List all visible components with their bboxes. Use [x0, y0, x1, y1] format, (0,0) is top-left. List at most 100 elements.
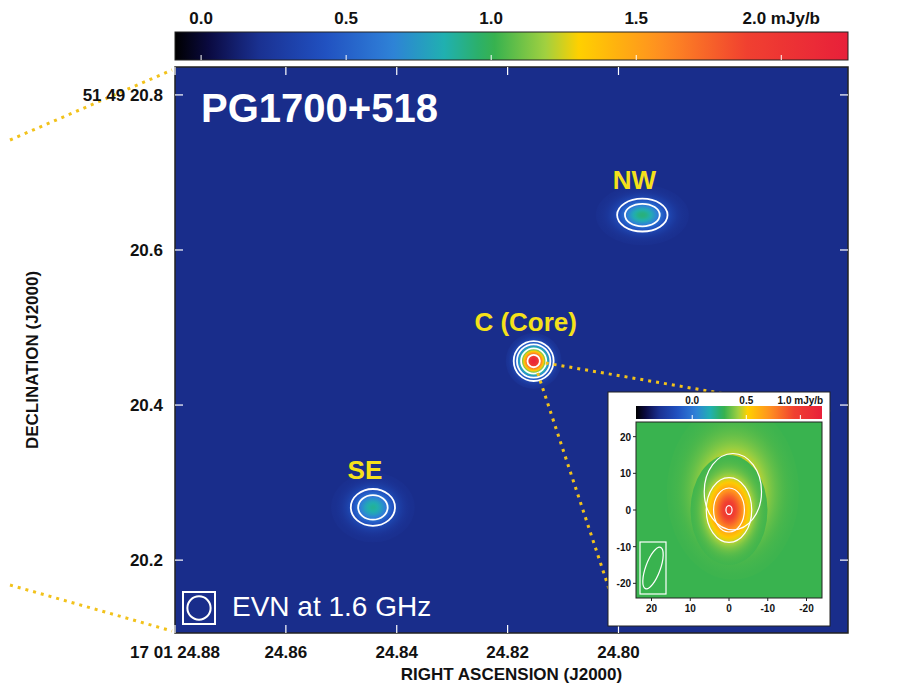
inset-x-tick-label: 20 [646, 603, 658, 614]
colorbar-tick-label: 0.5 [334, 9, 358, 28]
contour [514, 341, 554, 381]
inset-x-tick [729, 598, 730, 601]
contour [358, 495, 388, 520]
inset-y-tick-label: -10 [617, 542, 632, 553]
x-tick [507, 67, 508, 75]
inset-y-tick [633, 473, 636, 474]
title: PG1700+518 [201, 86, 438, 130]
inset-y-tick [633, 583, 636, 584]
x-tick [285, 625, 286, 633]
y-tick-label: 20.4 [130, 396, 164, 415]
source [506, 333, 562, 389]
source-label: C (Core) [474, 307, 577, 337]
x-tick [285, 67, 286, 75]
source-label: SE [348, 455, 383, 485]
x-tick [396, 67, 397, 75]
inset-contour [714, 488, 745, 532]
y-tick [840, 404, 848, 405]
inset-contour [706, 478, 751, 543]
plot-frame [175, 67, 848, 633]
inset-box [608, 392, 830, 626]
inset-y-tick-label: -20 [617, 578, 632, 589]
y-tick-label: 20.6 [130, 241, 163, 260]
beam [187, 596, 210, 619]
source-label: NW [613, 165, 657, 195]
inset-contour [726, 506, 732, 515]
contour [351, 489, 395, 526]
zoom-line [538, 373, 618, 616]
x-tick-label: 24.82 [486, 643, 529, 662]
colorbar-tick-label: 2.0 mJy/b [743, 9, 821, 28]
y-tick [175, 94, 183, 95]
inset-x-tick [767, 598, 768, 601]
inset-x-tick-label: -20 [799, 603, 814, 614]
x-tick [618, 67, 619, 75]
y-tick [175, 249, 183, 250]
zoom-line [10, 585, 172, 631]
y-axis-title: DECLINATION (J2000) [23, 271, 42, 449]
x-tick-label: 24.80 [597, 643, 640, 662]
inset-y-tick-label: 0 [625, 505, 631, 516]
x-axis-title: RIGHT ASCENSION (J2000) [401, 665, 622, 684]
x-tick [174, 67, 175, 75]
contour [517, 344, 550, 377]
inset-colorbar [636, 406, 822, 419]
y-tick-label: 51 49 20.8 [83, 86, 163, 105]
inset-x-tick-label: -10 [761, 603, 776, 614]
inset-colorbar-tick [800, 415, 801, 419]
inset-y-tick-label: 20 [620, 432, 632, 443]
inset-x-tick-label: 10 [685, 603, 697, 614]
inset-colorbar-tick-label: 0.0 [685, 395, 699, 406]
inset-component [691, 455, 768, 565]
inset-component [667, 422, 799, 580]
colorbar-tick-label: 1.0 [479, 9, 503, 28]
y-tick [840, 249, 848, 250]
x-tick-label: 24.86 [265, 643, 308, 662]
y-tick [840, 560, 848, 561]
inset-y-tick [633, 436, 636, 437]
y-tick [840, 94, 848, 95]
inset-x-tick-label: 0 [726, 603, 732, 614]
colorbar-tick [201, 55, 202, 60]
contour [521, 348, 546, 373]
contour [617, 199, 667, 232]
colorbar [175, 32, 848, 60]
inset-colorbar-tick [692, 415, 693, 419]
x-tick-label: 24.84 [375, 643, 418, 662]
x-tick [396, 625, 397, 633]
inset-plot-area [636, 422, 822, 598]
colorbar-tick-label: 1.5 [624, 9, 648, 28]
inset-colorbar-tick-label: 0.5 [739, 395, 753, 406]
beam-box [183, 592, 215, 624]
inset-beam [639, 545, 668, 591]
contour [625, 204, 660, 227]
inset-x-tick [806, 598, 807, 601]
inset-y-tick [633, 510, 636, 511]
colorbar-tick [346, 55, 347, 60]
x-tick [507, 625, 508, 633]
x-tick-label: 17 01 24.88 [130, 643, 220, 662]
plot-area [175, 67, 848, 633]
colorbar-tick [781, 55, 782, 60]
y-tick [175, 560, 183, 561]
y-tick-label: 20.2 [130, 551, 163, 570]
inset-colorbar-tick-label: 1.0 mJy/b [778, 395, 824, 406]
inset-colorbar-tick [746, 415, 747, 419]
zoom-line [546, 363, 830, 412]
colorbar-tick-label: 0.0 [189, 9, 213, 28]
inset-y-tick [633, 546, 636, 547]
chart: 0.0 0.5 1.0 1.5 2.0 mJy/b PG1700+518 EVN at 1.… [0, 0, 908, 688]
inset-x-tick [651, 598, 652, 601]
zoom-line [10, 70, 172, 140]
inset-x-tick [690, 598, 691, 601]
annotation: EVN at 1.6 GHz [232, 591, 431, 622]
colorbar-tick [636, 55, 637, 60]
background [175, 67, 848, 633]
colorbar-tick [491, 55, 492, 60]
inset-y-tick-label: 10 [620, 468, 632, 479]
contour [527, 355, 539, 367]
x-tick [174, 625, 175, 633]
inset-contour [704, 453, 761, 529]
y-tick [175, 404, 183, 405]
inset-frame [636, 422, 822, 598]
